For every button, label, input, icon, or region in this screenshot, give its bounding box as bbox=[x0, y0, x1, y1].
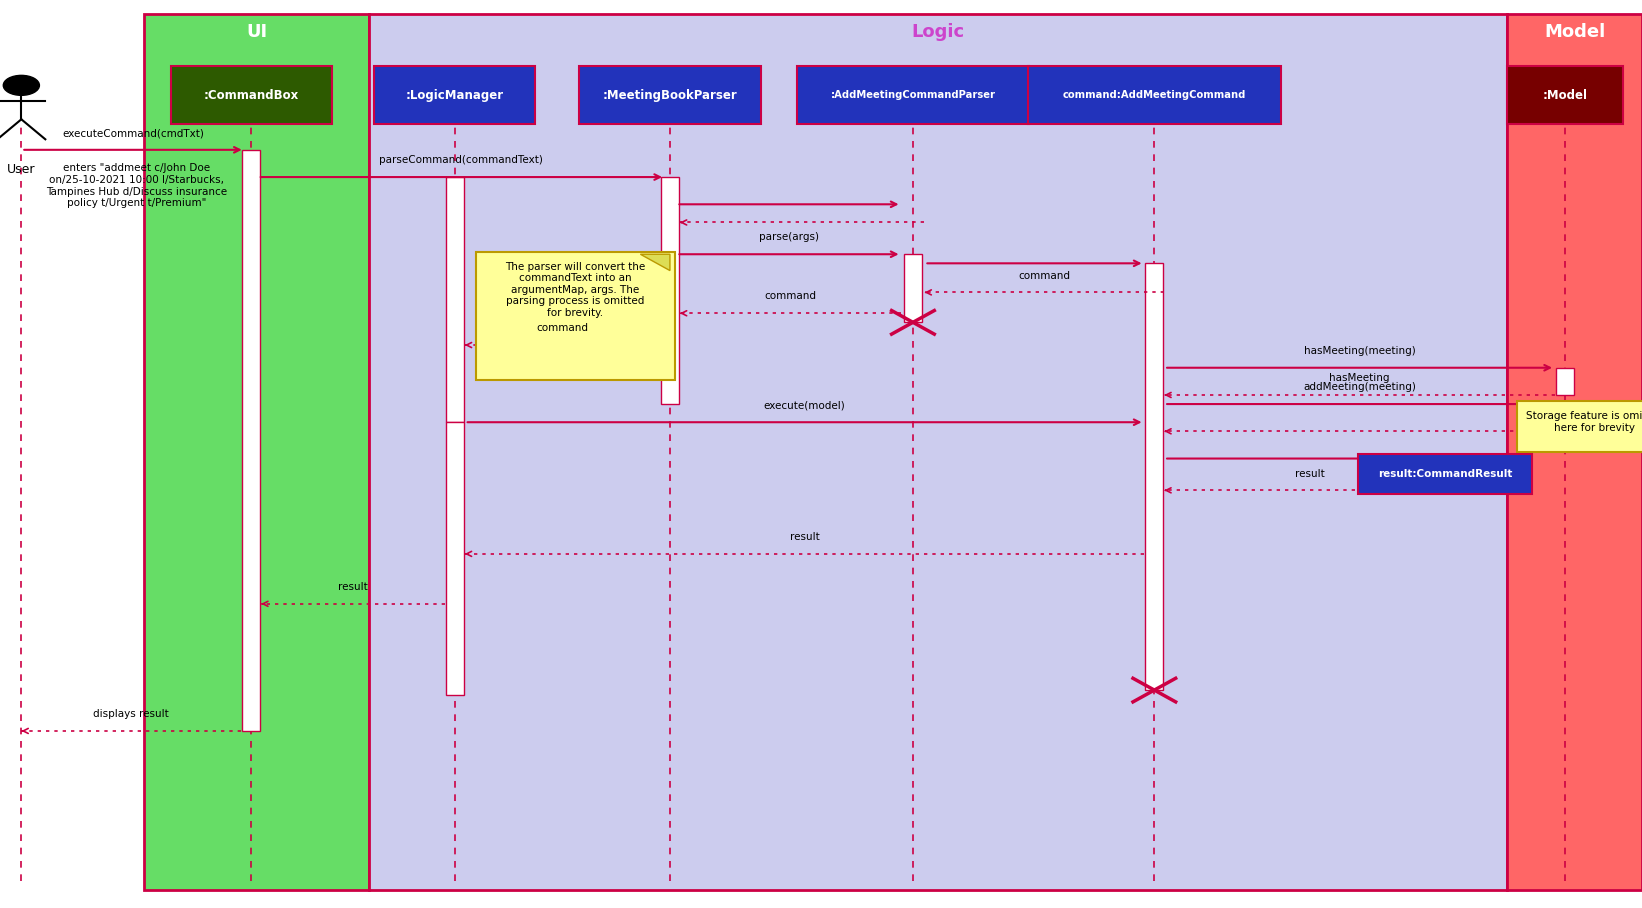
Text: Logic: Logic bbox=[911, 23, 965, 41]
FancyBboxPatch shape bbox=[1557, 368, 1573, 395]
Text: command: command bbox=[765, 291, 816, 301]
FancyBboxPatch shape bbox=[1358, 454, 1532, 494]
Text: hasMeeting: hasMeeting bbox=[1330, 373, 1389, 383]
Text: :AddMeetingCommandParser: :AddMeetingCommandParser bbox=[831, 90, 995, 101]
Text: executeCommand(cmdTxt): executeCommand(cmdTxt) bbox=[62, 128, 204, 138]
Text: :CommandBox: :CommandBox bbox=[204, 89, 299, 102]
Text: UI: UI bbox=[246, 23, 268, 41]
FancyBboxPatch shape bbox=[1437, 459, 1455, 490]
Text: addMeeting(meeting): addMeeting(meeting) bbox=[1304, 382, 1415, 392]
FancyBboxPatch shape bbox=[905, 254, 923, 322]
Text: Storage feature is omitted
here for brevity: Storage feature is omitted here for brev… bbox=[1525, 411, 1642, 433]
Text: parse(args): parse(args) bbox=[759, 232, 819, 242]
Circle shape bbox=[3, 75, 39, 95]
FancyBboxPatch shape bbox=[1028, 66, 1281, 124]
FancyBboxPatch shape bbox=[243, 150, 261, 731]
Text: command: command bbox=[1018, 271, 1071, 281]
Text: enters "addmeet c/John Doe
on/25-10-2021 10:00 l/Starbucks,
Tampines Hub d/Discu: enters "addmeet c/John Doe on/25-10-2021… bbox=[46, 163, 227, 208]
FancyBboxPatch shape bbox=[447, 422, 465, 695]
FancyBboxPatch shape bbox=[1557, 404, 1573, 431]
FancyBboxPatch shape bbox=[0, 0, 144, 908]
FancyBboxPatch shape bbox=[1507, 66, 1622, 124]
Text: :LogicManager: :LogicManager bbox=[406, 89, 504, 102]
Text: execute(model): execute(model) bbox=[764, 400, 846, 410]
FancyBboxPatch shape bbox=[1517, 401, 1642, 452]
Text: command:AddMeetingCommand: command:AddMeetingCommand bbox=[1062, 90, 1246, 101]
FancyBboxPatch shape bbox=[369, 14, 1507, 890]
Text: command: command bbox=[537, 323, 588, 333]
Text: :Model: :Model bbox=[1542, 89, 1588, 102]
FancyBboxPatch shape bbox=[1507, 14, 1642, 890]
Text: The parser will convert the
commandText into an
argumentMap, args. The
parsing p: The parser will convert the commandText … bbox=[506, 262, 645, 318]
FancyBboxPatch shape bbox=[1146, 263, 1164, 690]
Polygon shape bbox=[640, 254, 670, 271]
Text: displays result: displays result bbox=[94, 709, 169, 719]
FancyBboxPatch shape bbox=[144, 14, 369, 890]
FancyBboxPatch shape bbox=[171, 66, 332, 124]
Text: hasMeeting(meeting): hasMeeting(meeting) bbox=[1304, 346, 1415, 356]
FancyBboxPatch shape bbox=[447, 177, 465, 422]
Text: result: result bbox=[338, 582, 368, 592]
FancyBboxPatch shape bbox=[798, 66, 1028, 124]
Text: result: result bbox=[790, 532, 819, 542]
Text: Model: Model bbox=[1543, 23, 1606, 41]
Text: :MeetingBookParser: :MeetingBookParser bbox=[603, 89, 737, 102]
Text: User: User bbox=[7, 163, 36, 176]
Text: result: result bbox=[1294, 469, 1325, 479]
FancyBboxPatch shape bbox=[374, 66, 535, 124]
FancyBboxPatch shape bbox=[660, 177, 680, 404]
FancyBboxPatch shape bbox=[580, 66, 760, 124]
Text: result:CommandResult: result:CommandResult bbox=[1378, 469, 1512, 479]
Text: parseCommand(commandText): parseCommand(commandText) bbox=[379, 155, 544, 165]
FancyBboxPatch shape bbox=[476, 252, 675, 380]
